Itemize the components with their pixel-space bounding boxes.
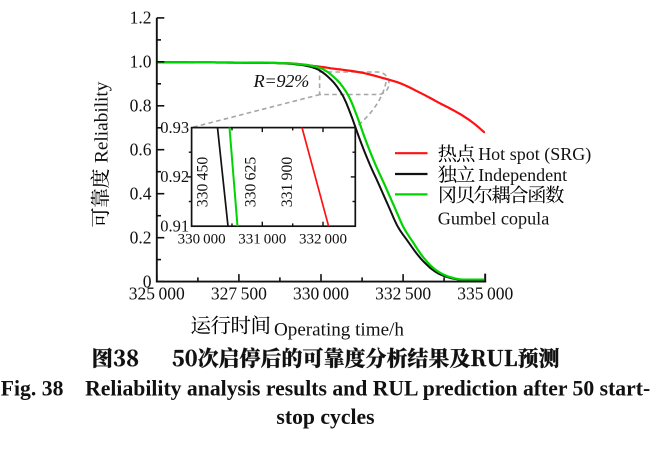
svg-text:stop cycles: stop cycles: [276, 405, 374, 429]
svg-text:Independent: Independent: [478, 165, 567, 185]
svg-text:0.92: 0.92: [160, 167, 189, 186]
svg-text:0.8: 0.8: [130, 96, 152, 116]
svg-text:0.91: 0.91: [160, 217, 189, 236]
svg-text:Fig. 38 Reliability analysi: Fig. 38 Reliability analysis results and…: [1, 377, 650, 401]
svg-text:325 000: 325 000: [129, 284, 185, 304]
svg-text:0.93: 0.93: [160, 118, 189, 137]
svg-text:330 625: 330 625: [243, 157, 260, 208]
svg-text:Hot spot (SRG): Hot spot (SRG): [478, 144, 591, 165]
svg-text:1.2: 1.2: [130, 8, 152, 28]
svg-text:R=92%: R=92%: [253, 71, 310, 91]
svg-text:335 000: 335 000: [457, 284, 513, 304]
svg-text:0.6: 0.6: [130, 140, 152, 160]
svg-text:0.2: 0.2: [130, 228, 152, 248]
svg-text:Operating time/h: Operating time/h: [274, 320, 404, 341]
svg-text:Gumbel copula: Gumbel copula: [438, 209, 550, 229]
svg-text:331 000: 331 000: [238, 232, 286, 248]
svg-text:330 000: 330 000: [293, 284, 349, 304]
svg-text:330 000: 330 000: [178, 232, 226, 248]
svg-text:1.0: 1.0: [130, 52, 152, 72]
svg-text:332 500: 332 500: [375, 284, 431, 304]
svg-text:331 900: 331 900: [279, 157, 296, 208]
svg-text:0.4: 0.4: [130, 184, 152, 204]
svg-text:330 450: 330 450: [195, 157, 212, 208]
svg-text:Reliability: Reliability: [92, 81, 113, 163]
svg-text:332 000: 332 000: [299, 232, 347, 248]
svg-text:327 500: 327 500: [211, 284, 267, 304]
svg-text:0: 0: [143, 271, 152, 291]
